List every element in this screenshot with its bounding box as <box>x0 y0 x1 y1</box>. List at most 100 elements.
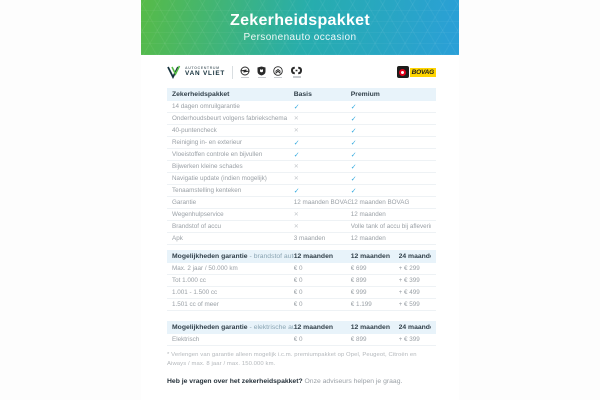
check-icon: ✓ <box>293 187 300 195</box>
fuel-warranty-body: Max. 2 jaar / 50.000 km € 0 € 699 + € 299 To… <box>167 263 436 311</box>
row-value: 3 maanden <box>293 235 326 242</box>
package-table-header: Zekerheidspakket Basis Premium <box>167 88 436 101</box>
brand-logos <box>240 65 303 79</box>
fuel-warranty-header: Mogelijkheden garantie - brandstof auto 1… <box>167 250 436 263</box>
peugeot-logo-icon <box>257 66 266 79</box>
bovag-wordmark: BOVAG <box>409 67 436 77</box>
row-label: Tot 1.000 cc <box>172 277 206 284</box>
section-title: Mogelijkheden garantie - brandstof auto <box>172 253 294 260</box>
row-value: + € 299 <box>398 265 420 272</box>
table-row: Garantie 12 maanden BOVAG 12 maanden BOVAG <box>167 197 436 209</box>
package-table: Zekerheidspakket Basis Premium 14 dagen … <box>167 88 436 245</box>
row-label: Wegenhulpservice <box>172 211 224 218</box>
flyer-document: Zekerheidspakket Personenauto occasion A… <box>141 0 459 400</box>
row-value: € 0 <box>293 265 303 272</box>
table-row: Brandstof of accu ✕ Volle tank of accu bij… <box>167 221 436 233</box>
column-header-12m-premium: 12 maanden <box>350 324 390 331</box>
row-label: Reiniging in- en exterieur <box>172 139 243 146</box>
van-vliet-wordmark: AUTOCENTRUM VAN VLIET <box>185 66 225 78</box>
bovag-logo: BOVAG <box>396 66 436 78</box>
row-value: + € 399 <box>398 336 420 343</box>
row-value: € 0 <box>293 301 303 308</box>
row-label: Brandstof of accu <box>172 223 222 230</box>
column-header-premium: Premium <box>350 91 380 98</box>
table-row: Elektrisch € 0 € 899 + € 399 <box>167 334 436 346</box>
section-title-main: Mogelijkheden garantie <box>172 253 248 260</box>
column-header-basis: Basis <box>293 91 312 98</box>
table-row: Bijwerken kleine schades ✕ ✓ <box>167 161 436 173</box>
package-table-body: 14 dagen omruilgarantie ✓ ✓ Onderhoudsbeurt… <box>167 101 436 245</box>
row-value: Volle tank of accu bij aflevering <box>350 223 431 230</box>
row-label: Apk <box>172 235 183 242</box>
table-row: Tenaamstelling kenteken ✓ ✓ <box>167 185 436 197</box>
row-label: Bijwerken kleine schades <box>172 163 243 170</box>
row-label: Vloeistoffen controle en bijvullen <box>172 151 263 158</box>
column-header-12m-premium: 12 maanden <box>350 253 390 260</box>
row-label: Tenaamstelling kenteken <box>172 187 242 194</box>
row-label: Onderhoudsbeurt volgens fabriekschema <box>172 115 288 122</box>
check-icon: ✓ <box>350 163 357 171</box>
check-icon: ✓ <box>350 127 357 135</box>
column-header-24m: 24 maanden* <box>398 324 431 331</box>
table-row: 1.501 cc of meer € 0 € 1.199 + € 599 <box>167 299 436 311</box>
column-header-12m-basis: 12 maanden <box>293 253 334 260</box>
dealer-logo-group: AUTOCENTRUM VAN VLIET <box>167 65 303 79</box>
row-value: 12 maanden <box>350 235 386 242</box>
row-label: Garantie <box>172 199 197 206</box>
section-title-sub: - brandstof auto <box>249 253 294 260</box>
check-icon: ✓ <box>293 103 300 111</box>
check-icon: ✓ <box>293 139 300 147</box>
section-title-sub: - elektrische auto <box>249 324 294 331</box>
footnote: * Verlengen van garantie alleen mogelijk… <box>167 352 417 368</box>
bovag-emblem-icon <box>396 66 409 78</box>
cross-icon: ✕ <box>293 224 299 230</box>
table-row: 40-puntencheck ✕ ✓ <box>167 125 436 137</box>
row-value: € 999 <box>350 289 367 296</box>
column-header-package: Zekerheidspakket <box>172 91 230 98</box>
check-icon: ✓ <box>350 175 357 183</box>
column-header-24m: 24 maanden* <box>398 253 431 260</box>
van-vliet-logo: AUTOCENTRUM VAN VLIET <box>167 65 225 79</box>
check-icon: ✓ <box>350 151 357 159</box>
footer-question: Heb je vragen over het zekerheidspakket?… <box>167 378 436 385</box>
citroen-logo-icon <box>273 65 283 79</box>
table-row: 14 dagen omruilgarantie ✓ ✓ <box>167 101 436 113</box>
check-icon: ✓ <box>293 151 300 159</box>
aiways-caption <box>292 76 301 78</box>
row-value: + € 399 <box>398 277 420 284</box>
cross-icon: ✕ <box>293 176 299 182</box>
electric-warranty-header: Mogelijkheden garantie- elektrische auto… <box>167 321 436 334</box>
footer-question-bold: Heb je vragen over het zekerheidspakket? <box>167 378 303 386</box>
aiways-logo-icon <box>290 66 303 78</box>
table-row: Onderhoudsbeurt volgens fabriekschema ✕ ✓ <box>167 113 436 125</box>
table-row: Apk 3 maanden 12 maanden <box>167 233 436 245</box>
row-label: Elektrisch <box>172 336 200 343</box>
banner: Zekerheidspakket Personenauto occasion <box>141 0 459 55</box>
table-row: Tot 1.000 cc € 0 € 899 + € 399 <box>167 275 436 287</box>
row-value: € 699 <box>350 265 367 272</box>
logo-row: AUTOCENTRUM VAN VLIET <box>167 61 436 83</box>
row-value: € 0 <box>293 289 303 296</box>
row-value: € 899 <box>350 277 367 284</box>
cross-icon: ✕ <box>293 116 299 122</box>
section-title-main: Mogelijkheden garantie <box>172 324 248 331</box>
table-row: Max. 2 jaar / 50.000 km € 0 € 699 + € 299 <box>167 263 436 275</box>
row-label: 14 dagen omruilgarantie <box>172 103 240 110</box>
check-icon: ✓ <box>350 115 357 123</box>
row-value: + € 599 <box>398 301 420 308</box>
check-icon: ✓ <box>350 187 357 195</box>
fuel-warranty-table: Mogelijkheden garantie - brandstof auto 1… <box>167 250 436 311</box>
cross-icon: ✕ <box>293 212 299 218</box>
table-row: Vloeistoffen controle en bijvullen ✓ ✓ <box>167 149 436 161</box>
page-title: Zekerheidspakket <box>230 12 370 30</box>
logo-divider <box>232 65 234 79</box>
row-value: 12 maanden <box>350 211 386 218</box>
row-value: € 1.199 <box>350 301 372 308</box>
check-icon: ✓ <box>350 103 357 111</box>
opel-logo-icon <box>240 66 250 79</box>
row-label: Navigatie update (indien mogelijk) <box>172 175 267 182</box>
table-row: Wegenhulpservice ✕ 12 maanden <box>167 209 436 221</box>
opel-caption <box>241 76 250 79</box>
section-title: Mogelijkheden garantie- elektrische auto <box>172 324 294 331</box>
row-value: € 0 <box>293 336 303 343</box>
